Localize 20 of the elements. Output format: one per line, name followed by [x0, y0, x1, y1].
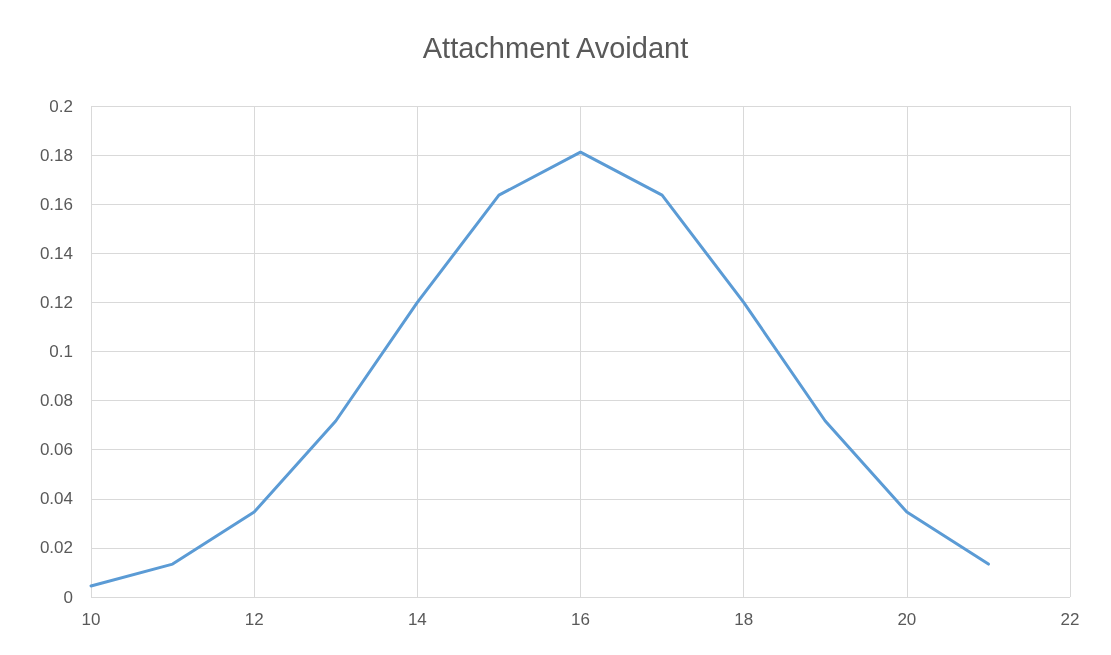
y-tick-label: 0.2	[49, 96, 73, 116]
y-tick-label: 0.04	[39, 489, 73, 509]
line-series	[89, 150, 990, 588]
y-tick-label: 0.16	[39, 194, 73, 214]
y-tick-label: 0.06	[39, 440, 73, 460]
y-tick-label: 0.12	[39, 292, 73, 312]
x-tick-label: 12	[244, 610, 264, 629]
x-tick-label: 22	[1060, 610, 1080, 629]
x-tick-label: 10	[81, 610, 101, 629]
y-tick-label: 0.02	[39, 538, 73, 558]
y-tick-label: 0	[63, 587, 73, 607]
chart-title: Attachment Avoidant	[422, 31, 689, 64]
y-tick-label: 0.08	[39, 391, 73, 411]
x-tick-label: 16	[571, 610, 590, 629]
x-tick-label: 18	[734, 610, 754, 629]
y-tick-label: 0.18	[39, 145, 73, 165]
y-tick-label: 0.14	[39, 243, 73, 263]
x-tick-label: 14	[407, 610, 427, 629]
x-tick-label: 20	[897, 610, 917, 629]
y-tick-label: 0.1	[49, 342, 73, 361]
